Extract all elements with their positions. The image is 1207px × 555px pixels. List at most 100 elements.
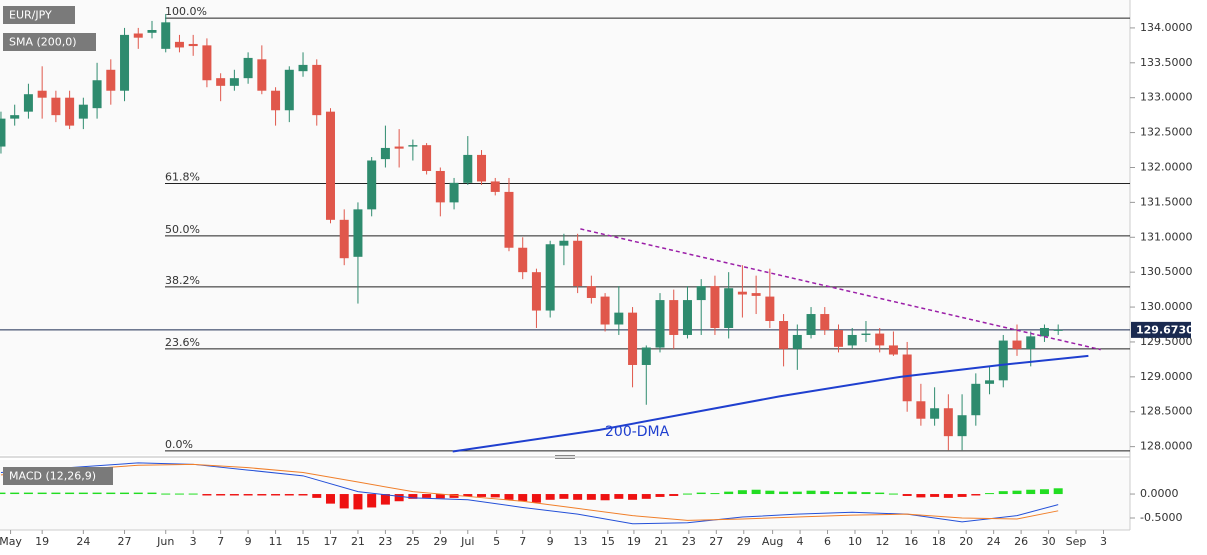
candle-body <box>847 334 857 346</box>
candle-body <box>1026 336 1036 349</box>
candle-body <box>229 78 239 86</box>
histogram-bar <box>930 494 940 497</box>
y-tick-label: 128.5000 <box>1140 405 1193 418</box>
x-tick-label: Sep <box>1066 535 1087 548</box>
candle-body <box>490 181 500 192</box>
histogram-bar <box>271 494 281 496</box>
histogram-bar <box>147 492 157 495</box>
x-tick-label: 29 <box>737 535 751 548</box>
candle-body <box>682 300 692 335</box>
y-tick-label: 132.0000 <box>1140 160 1193 173</box>
x-tick-label: 23 <box>682 535 696 548</box>
x-tick-label: 9 <box>547 535 554 548</box>
fib-label: 61.8% <box>165 171 200 184</box>
fib-label: 0.0% <box>165 438 193 451</box>
x-tick-label: 11 <box>269 535 283 548</box>
candle-body <box>504 191 514 248</box>
histogram-bar <box>573 494 583 500</box>
candle-body <box>422 145 432 171</box>
candle-body <box>696 286 706 301</box>
histogram-bar <box>847 491 857 495</box>
candle-body <box>710 286 720 328</box>
macd-label: MACD (12,26,9) <box>9 470 96 483</box>
histogram-bar <box>353 494 363 510</box>
x-tick-label: 19 <box>35 535 49 548</box>
histogram-bar <box>422 494 432 498</box>
histogram-bar <box>120 492 130 495</box>
candle-body <box>957 415 967 437</box>
y-tick-label: 128.0000 <box>1140 440 1193 453</box>
candle-body <box>10 115 20 119</box>
x-tick-label: 18 <box>932 535 946 548</box>
last-price-badge <box>1131 321 1191 338</box>
candle-body <box>435 170 445 203</box>
histogram-bar <box>78 492 88 495</box>
candle-body <box>325 111 335 220</box>
candle-body <box>92 80 102 109</box>
histogram-bar <box>1053 488 1063 495</box>
x-tick-label: 3 <box>190 535 197 548</box>
x-tick-label: 4 <box>797 535 804 548</box>
y-tick-label: 134.0000 <box>1140 21 1193 34</box>
y-tick-label: 133.0000 <box>1140 91 1193 104</box>
histogram-bar <box>751 489 761 495</box>
candle-body <box>1053 329 1063 331</box>
fib-label: 50.0% <box>165 223 200 236</box>
histogram-bar <box>861 492 871 495</box>
histogram-bar <box>37 492 47 495</box>
x-tick-label: 5 <box>493 535 500 548</box>
y-tick-label: 131.5000 <box>1140 195 1193 208</box>
histogram-bar <box>724 491 734 495</box>
y-tick-label: 131.0000 <box>1140 230 1193 243</box>
histogram-bar <box>463 494 473 497</box>
fib-label: 100.0% <box>165 5 207 18</box>
x-tick-label: 9 <box>245 535 252 548</box>
candle-body <box>573 240 583 287</box>
histogram-bar <box>696 492 706 495</box>
candle-body <box>600 296 610 325</box>
candle-body <box>655 300 665 348</box>
histogram-bar <box>834 492 844 495</box>
candle-body <box>106 69 116 91</box>
histogram-bar <box>669 494 679 496</box>
x-tick-label: 7 <box>217 535 224 548</box>
candle-body <box>408 145 418 147</box>
histogram-bar <box>298 494 308 496</box>
y-tick-label: 0.0000 <box>1140 487 1179 500</box>
x-tick-label: May <box>0 535 22 548</box>
histogram-bar <box>202 494 212 496</box>
histogram-bar <box>161 493 171 495</box>
candle-body <box>271 90 281 111</box>
histogram-bar <box>600 494 610 501</box>
histogram-bar <box>586 494 596 500</box>
x-tick-label: 12 <box>875 535 889 548</box>
histogram-bar <box>943 494 953 498</box>
candle-body <box>888 345 898 355</box>
macd-line <box>0 463 1059 521</box>
x-tick-label: 25 <box>406 535 420 548</box>
x-tick-label: Jun <box>156 535 174 548</box>
histogram-bar <box>106 492 116 495</box>
histogram-bar <box>174 493 184 495</box>
candle-body <box>985 380 995 384</box>
histogram-bar <box>312 494 322 498</box>
histogram-bar <box>10 492 20 495</box>
x-tick-label: 27 <box>118 535 132 548</box>
candle-body <box>257 59 267 91</box>
histogram-bar <box>449 494 459 498</box>
sma-line <box>452 354 1089 453</box>
trendline <box>580 228 1101 351</box>
candle-body <box>37 90 47 98</box>
candle-body <box>120 34 130 91</box>
candle-body <box>353 209 363 257</box>
x-tick-label: 23 <box>378 535 392 548</box>
y-tick-label: 133.5000 <box>1140 56 1193 69</box>
histogram-bar <box>902 494 912 496</box>
x-tick-label: 7 <box>519 535 526 548</box>
candle-body <box>449 182 459 203</box>
candle-body <box>614 312 624 325</box>
histogram-bar <box>490 494 500 498</box>
histogram-bar <box>518 494 528 502</box>
candle-body <box>669 300 679 335</box>
histogram-bar <box>1012 490 1022 495</box>
